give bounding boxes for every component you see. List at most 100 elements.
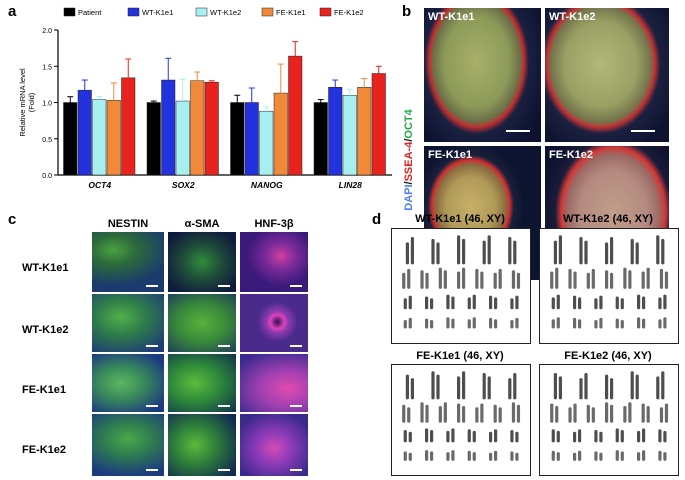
chromosome [550,271,554,289]
chromosome [584,240,588,265]
bar [244,102,259,176]
scale-bar [290,345,302,347]
legend-label: WT-K1e1 [142,8,173,17]
chromosome [451,450,455,461]
chromosome [578,297,582,310]
chromosome [568,407,572,423]
chromosome [556,294,560,310]
chromosome [591,407,595,423]
chromosome [420,402,424,423]
chromosome [658,297,662,310]
chromosome [467,319,471,329]
chromosome [425,428,429,443]
chromosome [430,451,434,461]
scale-bar [146,405,158,407]
chromosome [482,372,486,400]
chromosome [586,404,590,423]
chromosome [494,297,498,310]
chromosome [594,319,598,329]
bar [77,89,92,176]
chromosome [584,372,588,400]
bar [313,102,328,176]
chromosome [637,430,641,443]
chromosome [489,295,493,310]
chromosome [551,297,555,310]
chromosome [467,429,471,443]
legend-swatch [195,7,208,17]
chromosome [446,317,450,329]
micrograph-nestin-row4 [92,414,164,476]
chromosome [510,451,514,461]
scale-bar [218,285,230,287]
y-tick-label: 2.0 [42,28,52,35]
chromosome [550,403,554,423]
chromosome [438,405,442,423]
chromosome [635,242,639,265]
chromosome [431,238,435,265]
chromosome [642,318,646,329]
chromosome [610,404,614,423]
chromosome [610,237,614,265]
chromosome [641,271,645,289]
chromosome [637,294,641,310]
chromosome [642,296,646,310]
chromosome [498,268,502,289]
chromosome [610,272,614,289]
chromosome [656,235,660,265]
scale-bar [146,469,158,471]
chromosome [403,298,407,310]
bar [121,77,136,176]
chromosome [451,318,455,329]
chromosome [515,452,519,461]
chromosome [515,295,519,310]
chromosome [620,430,624,443]
chromosome [511,402,516,423]
chromosome [403,451,407,461]
chromosome [663,317,667,329]
chromosome [599,431,603,443]
micrograph-nestin-row3 [92,354,164,412]
chromosome [494,319,498,329]
bar [92,99,107,176]
panel-letter-b: b [402,3,412,20]
chromosome [553,240,557,265]
y-axis-label: Relative mRNA level [18,68,27,137]
chromosome [472,317,476,329]
chromosome [489,431,493,443]
chromosome [579,237,583,265]
chromosome [443,402,447,423]
chromosome [516,404,521,423]
scale-bar [146,285,158,287]
chromosome [513,372,517,400]
chromosome [402,272,406,289]
chromosome [641,403,645,423]
chromosome [489,317,493,329]
chromosome [408,295,412,310]
y-tick-label: 0.0 [42,173,52,180]
chromosome [457,235,461,265]
chromosome [551,319,555,329]
chromosome [578,450,582,461]
bar [175,100,190,176]
chromosome [451,296,455,310]
legend-label: WT-K1e2 [210,8,241,17]
chromosome [410,378,414,400]
chromosome [556,317,560,329]
chromosome [446,430,450,443]
panel-letter-d: d [372,211,382,228]
colony-image-wt-k1e2: WT-K1e2 [545,8,669,142]
chromosome [610,378,614,400]
legend-swatch [261,7,274,17]
chromosome [410,237,414,265]
chromosome [556,430,560,443]
legend-swatch [63,7,76,17]
chromosome [615,296,619,310]
chromosome [658,429,662,443]
chromosome [438,267,442,289]
chromosome [513,240,517,265]
chromosome [573,317,577,329]
row-label-fe-k1e2: FE-K1e2 [22,444,67,456]
ssea4-label: SSEA-4 [403,141,415,182]
chromosome [599,295,603,310]
chromosome [446,452,450,461]
